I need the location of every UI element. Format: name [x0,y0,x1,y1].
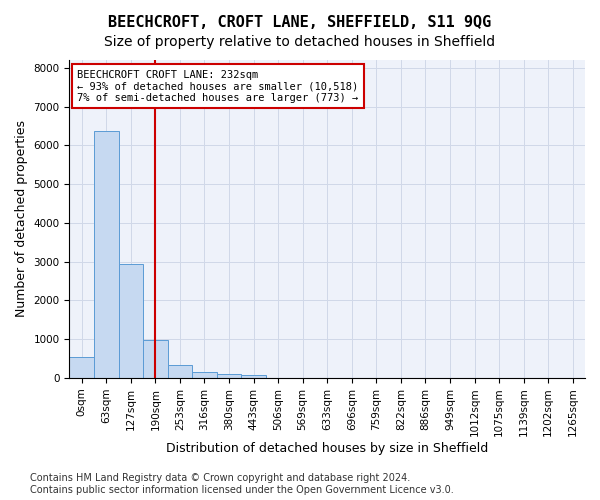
Y-axis label: Number of detached properties: Number of detached properties [15,120,28,318]
Bar [70,356,94,378]
Text: BEECHCROFT, CROFT LANE, SHEFFIELD, S11 9QG: BEECHCROFT, CROFT LANE, SHEFFIELD, S11 9… [109,15,491,30]
Bar [217,374,241,378]
Bar [143,340,167,378]
Text: Size of property relative to detached houses in Sheffield: Size of property relative to detached ho… [104,35,496,49]
Bar [119,264,143,378]
Text: Contains HM Land Registry data © Crown copyright and database right 2024.
Contai: Contains HM Land Registry data © Crown c… [30,474,454,495]
X-axis label: Distribution of detached houses by size in Sheffield: Distribution of detached houses by size … [166,442,488,455]
Bar [94,130,119,378]
Bar [241,376,266,378]
Text: BEECHCROFT CROFT LANE: 232sqm
← 93% of detached houses are smaller (10,518)
7% o: BEECHCROFT CROFT LANE: 232sqm ← 93% of d… [77,70,358,102]
Bar [167,365,192,378]
Bar [192,372,217,378]
